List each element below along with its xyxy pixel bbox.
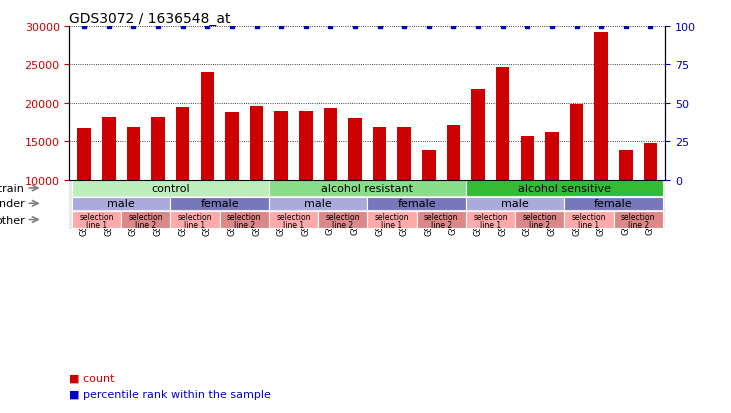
Text: line 2: line 2 bbox=[529, 220, 550, 229]
Text: selection: selection bbox=[178, 213, 212, 222]
Text: selection: selection bbox=[523, 213, 557, 222]
Bar bbox=[225, 113, 239, 180]
Text: line 1: line 1 bbox=[480, 220, 501, 229]
Text: selection: selection bbox=[621, 213, 656, 222]
Bar bbox=[373, 128, 387, 180]
Bar bbox=[250, 107, 263, 180]
Text: ■ count: ■ count bbox=[69, 373, 115, 383]
Text: line 1: line 1 bbox=[382, 220, 403, 229]
Bar bbox=[447, 126, 461, 180]
Bar bbox=[200, 73, 214, 180]
Text: selection: selection bbox=[227, 213, 262, 222]
FancyBboxPatch shape bbox=[466, 211, 515, 229]
Bar bbox=[619, 150, 632, 180]
FancyBboxPatch shape bbox=[564, 197, 663, 211]
FancyBboxPatch shape bbox=[466, 197, 564, 211]
Text: male: male bbox=[501, 199, 529, 209]
Text: selection: selection bbox=[572, 213, 606, 222]
Bar bbox=[496, 68, 510, 180]
Bar bbox=[151, 117, 165, 180]
FancyBboxPatch shape bbox=[466, 180, 663, 197]
FancyBboxPatch shape bbox=[170, 197, 269, 211]
Bar bbox=[398, 128, 411, 180]
FancyBboxPatch shape bbox=[515, 211, 564, 229]
Text: selection: selection bbox=[473, 213, 507, 222]
Bar bbox=[545, 133, 558, 180]
Text: line 1: line 1 bbox=[86, 220, 107, 229]
Bar bbox=[299, 112, 313, 180]
Text: other: other bbox=[0, 215, 25, 225]
Bar bbox=[126, 128, 140, 180]
FancyBboxPatch shape bbox=[269, 180, 466, 197]
FancyBboxPatch shape bbox=[367, 197, 466, 211]
Bar bbox=[422, 150, 436, 180]
FancyBboxPatch shape bbox=[72, 180, 269, 197]
FancyBboxPatch shape bbox=[269, 197, 367, 211]
Text: selection: selection bbox=[375, 213, 409, 222]
Bar bbox=[569, 104, 583, 180]
Text: selection: selection bbox=[276, 213, 311, 222]
Bar bbox=[644, 144, 657, 180]
Text: selection: selection bbox=[325, 213, 360, 222]
Bar bbox=[77, 129, 91, 180]
FancyBboxPatch shape bbox=[613, 211, 663, 229]
Text: ■ percentile rank within the sample: ■ percentile rank within the sample bbox=[69, 389, 271, 399]
Bar bbox=[471, 90, 485, 180]
Text: female: female bbox=[594, 199, 633, 209]
Text: male: male bbox=[107, 199, 135, 209]
Text: strain: strain bbox=[0, 183, 25, 193]
Text: line 2: line 2 bbox=[332, 220, 353, 229]
Text: line 2: line 2 bbox=[628, 220, 648, 229]
FancyBboxPatch shape bbox=[72, 197, 170, 211]
Text: line 1: line 1 bbox=[283, 220, 304, 229]
Text: selection: selection bbox=[424, 213, 458, 222]
Bar bbox=[520, 136, 534, 180]
Text: alcohol resistant: alcohol resistant bbox=[322, 183, 413, 193]
Text: female: female bbox=[200, 199, 239, 209]
FancyBboxPatch shape bbox=[318, 211, 367, 229]
Bar bbox=[348, 119, 362, 180]
FancyBboxPatch shape bbox=[121, 211, 170, 229]
FancyBboxPatch shape bbox=[170, 211, 219, 229]
Bar bbox=[176, 108, 189, 180]
Bar bbox=[324, 109, 337, 180]
Text: GDS3072 / 1636548_at: GDS3072 / 1636548_at bbox=[69, 12, 231, 26]
Text: male: male bbox=[304, 199, 332, 209]
Text: line 2: line 2 bbox=[234, 220, 255, 229]
FancyBboxPatch shape bbox=[367, 211, 417, 229]
Text: line 2: line 2 bbox=[431, 220, 452, 229]
FancyBboxPatch shape bbox=[417, 211, 466, 229]
FancyBboxPatch shape bbox=[72, 211, 121, 229]
Text: line 1: line 1 bbox=[578, 220, 599, 229]
Text: control: control bbox=[151, 183, 189, 193]
FancyBboxPatch shape bbox=[219, 211, 269, 229]
Bar bbox=[102, 118, 115, 180]
Text: alcohol sensitive: alcohol sensitive bbox=[518, 183, 611, 193]
Text: female: female bbox=[397, 199, 436, 209]
FancyBboxPatch shape bbox=[269, 211, 318, 229]
Text: selection: selection bbox=[129, 213, 163, 222]
Text: selection: selection bbox=[79, 213, 114, 222]
Bar bbox=[274, 112, 288, 180]
Text: line 2: line 2 bbox=[135, 220, 156, 229]
FancyBboxPatch shape bbox=[564, 211, 613, 229]
Bar bbox=[594, 33, 608, 180]
Text: gender: gender bbox=[0, 199, 25, 209]
Text: line 1: line 1 bbox=[184, 220, 205, 229]
